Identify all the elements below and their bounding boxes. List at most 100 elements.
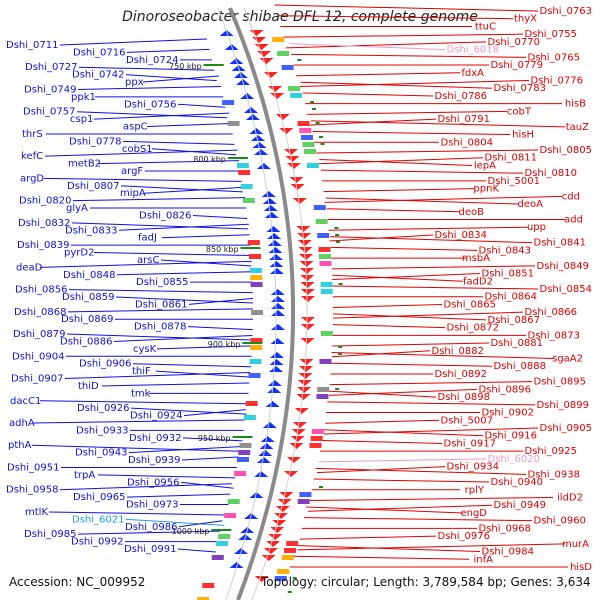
- right-gene-label: Dshi_0834: [435, 230, 487, 241]
- plus-strand-gene-arrow: [294, 408, 309, 414]
- left-leader-line: [77, 530, 221, 535]
- right-gene-label: engD: [460, 508, 487, 519]
- right-gene-label: Dshi_0940: [491, 477, 543, 488]
- plus-strand-gene-arrow: [289, 443, 304, 449]
- minus-strand-gene-arrow: [262, 422, 277, 428]
- minus-strand-gene-arrow: [270, 296, 285, 302]
- feature-block: [317, 387, 330, 392]
- feature-block: [251, 310, 264, 315]
- tick-label: 850 kbp: [206, 245, 239, 254]
- feature-block: [236, 457, 249, 462]
- left-leader-line: [118, 223, 249, 231]
- left-gene-label: deaD: [16, 262, 43, 273]
- right-gene-label: Dshi_0865: [444, 299, 496, 310]
- feature-block: [310, 436, 323, 441]
- left-leader-line: [116, 271, 253, 276]
- gc-tick: [297, 59, 302, 61]
- right-gene-label: Dshi_0898: [438, 392, 490, 403]
- feature-block: [242, 198, 255, 203]
- left-gene-label: tmk: [131, 388, 151, 399]
- right-gene-label: Dshi_0866: [525, 307, 577, 318]
- tick-label: 900 kbp: [208, 340, 241, 349]
- plus-strand-gene-arrow: [298, 254, 313, 260]
- right-leader-line: [308, 504, 493, 512]
- plus-strand-gene-arrow: [299, 359, 314, 365]
- plus-strand-gene-arrow: [275, 506, 290, 512]
- left-leader-line: [32, 419, 245, 424]
- left-leader-line: [113, 334, 253, 342]
- plus-strand-gene-arrow: [299, 268, 314, 274]
- plus-strand-gene-arrow: [277, 499, 292, 505]
- left-gene-label: Dshi_0833: [65, 225, 117, 236]
- left-leader-line: [93, 252, 251, 257]
- feature-block: [218, 534, 231, 539]
- minus-strand-gene-arrow: [271, 303, 286, 309]
- minus-strand-gene-arrow: [252, 142, 267, 148]
- feature-block: [249, 359, 262, 364]
- right-leader-line: [332, 313, 487, 321]
- left-leader-line: [126, 48, 210, 53]
- right-gene-label: fdxA: [461, 68, 484, 79]
- feature-block: [272, 37, 285, 42]
- feature-block: [302, 142, 315, 147]
- right-leader-line: [329, 381, 533, 386]
- right-leader-line: [327, 401, 536, 406]
- feature-block: [299, 492, 312, 497]
- feature-block: [224, 513, 237, 518]
- feature-block: [250, 282, 263, 287]
- left-gene-label: Dshi_0886: [60, 336, 112, 347]
- feature-block: [320, 331, 333, 336]
- right-gene-label: Dshi_0843: [479, 245, 531, 256]
- plus-strand-gene-arrow: [259, 58, 274, 64]
- feature-block: [318, 247, 331, 252]
- right-leader-line: [312, 131, 511, 136]
- gc-tick: [320, 143, 325, 145]
- feature-block: [250, 338, 263, 343]
- right-leader-line: [326, 208, 461, 213]
- right-gene-label: msbA: [462, 253, 490, 264]
- right-gene-label: rplY: [465, 485, 485, 496]
- right-leader-line: [328, 390, 437, 398]
- feature-block: [249, 268, 262, 273]
- right-leader-line: [316, 149, 539, 154]
- feature-block: [202, 583, 215, 588]
- left-gene-label: pthA: [8, 440, 32, 451]
- plus-strand-gene-arrow: [263, 548, 278, 554]
- left-gene-label: Dshi_0727: [25, 62, 77, 73]
- left-gene-label: Dshi_0869: [61, 314, 113, 325]
- left-leader-line: [77, 85, 222, 90]
- gc-tick: [335, 234, 340, 236]
- feature-block: [238, 170, 251, 175]
- right-leader-line: [315, 467, 527, 475]
- plus-strand-gene-arrow: [279, 492, 294, 498]
- left-gene-label: Dshi_0711: [6, 40, 58, 51]
- left-leader-line: [71, 222, 249, 230]
- left-leader-line: [143, 186, 245, 194]
- right-leader-line: [330, 236, 533, 244]
- right-gene-label: Dshi_0938: [528, 469, 580, 480]
- right-gene-label: hisD: [570, 562, 592, 573]
- right-gene-label: Dshi_0867: [488, 315, 540, 326]
- left-gene-label: arsC: [137, 255, 159, 266]
- right-leader-line: [318, 458, 487, 463]
- plus-strand-gene-arrow: [252, 37, 267, 43]
- plus-strand-gene-arrow: [270, 527, 285, 533]
- left-gene-label: Dshi_0943: [75, 448, 127, 459]
- gc-tick: [337, 353, 342, 355]
- plus-strand-gene-arrow: [289, 177, 304, 183]
- right-leader-line: [332, 273, 481, 281]
- right-gene-label: thyX: [514, 14, 537, 25]
- feature-block: [318, 254, 331, 259]
- right-gene-label: Dshi_0763: [540, 6, 592, 17]
- minus-strand-gene-arrow: [219, 30, 234, 36]
- right-gene-label: Dshi_0976: [438, 531, 490, 542]
- plus-strand-gene-arrow: [285, 156, 300, 162]
- left-gene-label: mipA: [120, 188, 146, 199]
- plus-strand-gene-arrow: [301, 317, 316, 323]
- left-gene-label: Dshi_0956: [127, 477, 179, 488]
- right-gene-label: Dshi_6020: [488, 454, 540, 465]
- left-gene-label: metB2: [68, 159, 101, 170]
- left-leader-line: [68, 289, 253, 294]
- minus-strand-gene-arrow: [245, 114, 260, 120]
- left-leader-line: [180, 481, 234, 489]
